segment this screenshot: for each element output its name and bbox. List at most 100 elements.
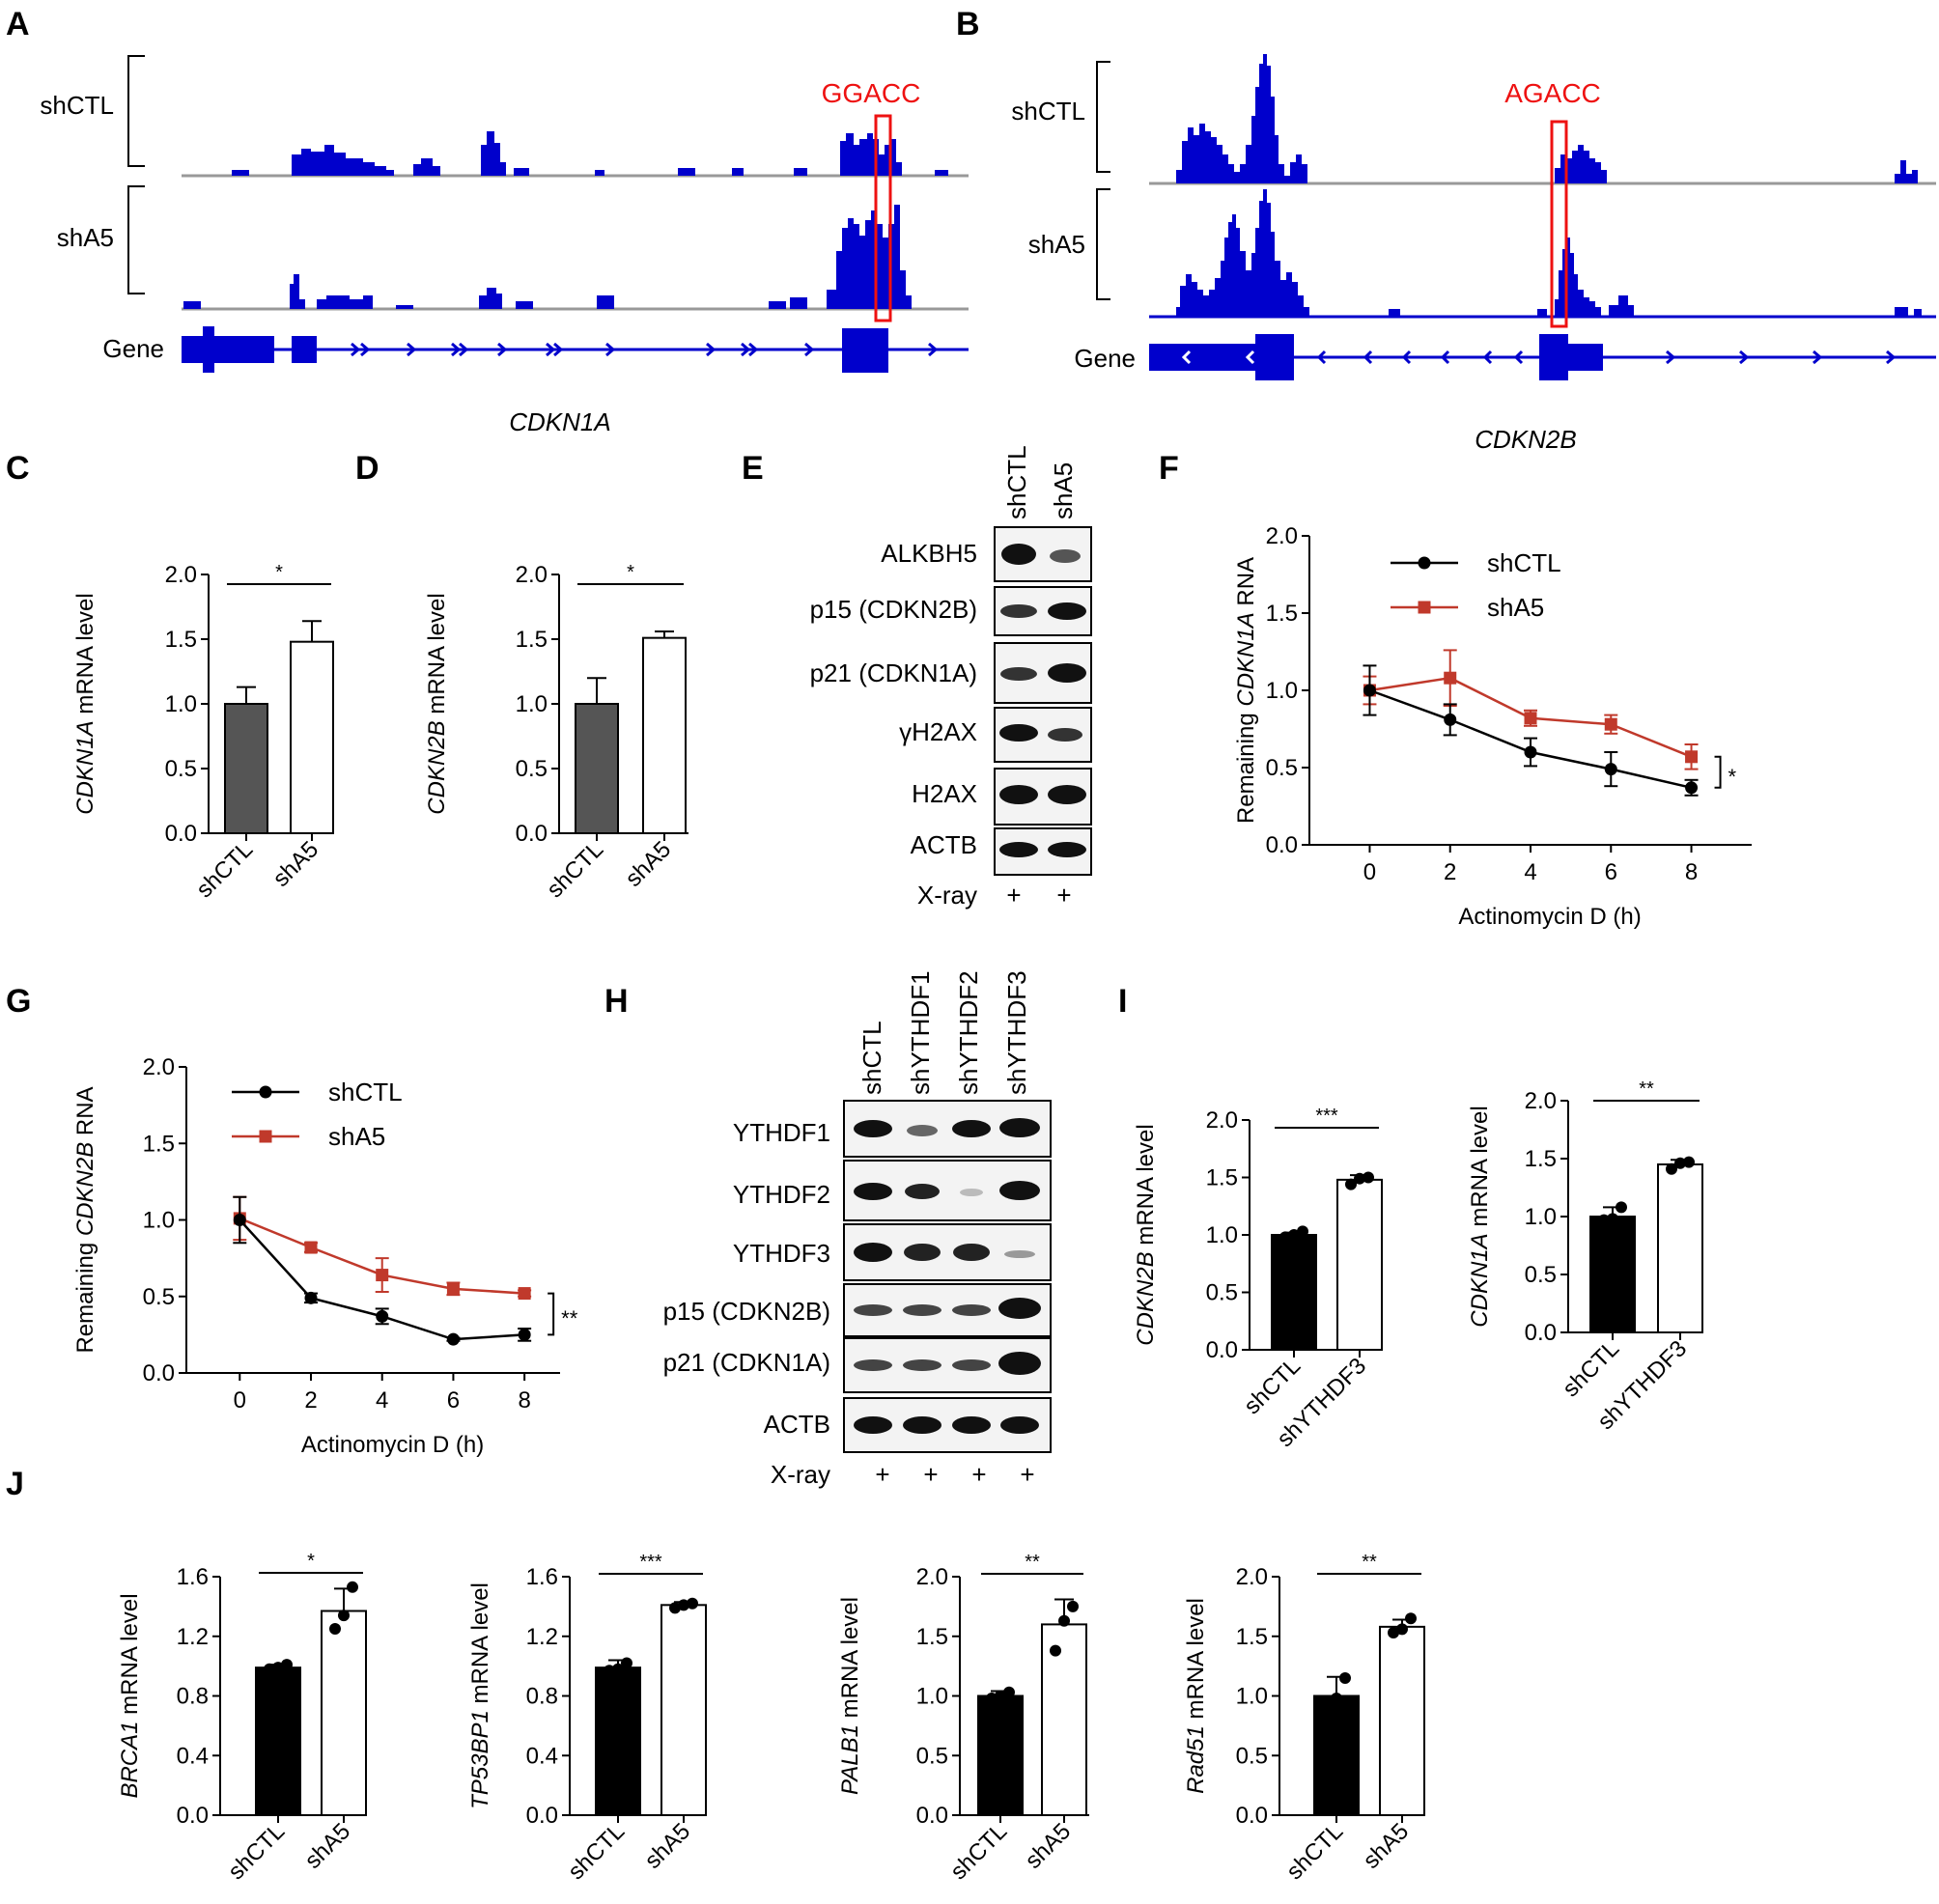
blot-e-band	[1048, 842, 1086, 857]
data-point	[376, 1269, 389, 1282]
blot-h-band	[854, 1120, 892, 1137]
blot-h-band	[854, 1304, 892, 1316]
data-point	[518, 1328, 531, 1341]
blot-e-band-group: ALKBH5	[881, 526, 1092, 582]
y-tick-label: 0.0	[526, 1803, 558, 1829]
blot-h-lane-label: shYTHDF1	[906, 970, 935, 1095]
exon-b-2	[1255, 334, 1294, 380]
blot-h-band-group: YTHDF3	[733, 1223, 1052, 1281]
exon-a-1	[182, 336, 274, 363]
bar	[1589, 1216, 1636, 1333]
blot-h-band-group: YTHDF1	[733, 1100, 1052, 1158]
coverage-sha5-b	[1176, 189, 1922, 317]
coverage-shctl-a	[232, 131, 948, 176]
data-point	[1598, 1214, 1610, 1226]
data-point	[446, 1282, 460, 1296]
bar-chart-c: 0.0 0.5 1.0 1.5 2.0 shCTL shA5 * CDKN1A mRNA lev…	[72, 562, 334, 903]
bar	[660, 1604, 707, 1817]
track-label-gene-a: Gene	[102, 334, 164, 363]
y-tick-label: 0.5	[516, 756, 548, 782]
blot-h-band	[952, 1359, 991, 1371]
data-point	[1405, 1612, 1417, 1625]
bracket-sha5-b	[1096, 188, 1110, 300]
y-tick-label: 0.0	[516, 821, 548, 847]
y-tick-label: 0.4	[526, 1743, 558, 1769]
blot-e-band-label: p21 (CDKN1A)	[810, 658, 977, 687]
significance-label: *	[307, 1551, 315, 1572]
legend-marker	[259, 1085, 272, 1099]
legend-label: shA5	[1487, 593, 1544, 622]
x-tick-label: shA5	[1358, 1818, 1414, 1874]
x-tick-label: 0	[234, 1387, 246, 1414]
y-tick-label: 2.0	[1525, 1088, 1557, 1114]
y-tick-label: 1.0	[516, 691, 548, 717]
blot-e-lane-label: shA5	[1049, 462, 1078, 519]
data-point	[1388, 1627, 1399, 1639]
legend-marker	[259, 1130, 272, 1143]
blot-h-band	[854, 1183, 892, 1200]
blot-h-treatment-mark: +	[875, 1460, 889, 1489]
blot-e-band	[999, 842, 1038, 857]
y-tick-label: 0.5	[1266, 755, 1298, 781]
x-tick-label: shCTL	[1281, 1818, 1348, 1885]
y-tick-label: 0.5	[1236, 1743, 1268, 1769]
y-tick-label: 0.0	[165, 821, 197, 847]
blot-h-treatment-mark: +	[923, 1460, 938, 1489]
y-tick-label: 0.5	[143, 1284, 175, 1310]
y-tick-label: 0.8	[177, 1684, 209, 1710]
blot-h-band	[903, 1416, 941, 1434]
blot-h-band	[952, 1304, 991, 1316]
x-tick-label: 2	[304, 1387, 317, 1414]
track-label-sha5-a: shA5	[57, 223, 114, 252]
y-tick-label: 0.0	[1525, 1320, 1557, 1346]
blot-e-band	[1050, 549, 1081, 563]
blot-h-band	[1000, 1416, 1039, 1434]
blot-h-lane-label: shYTHDF3	[1002, 970, 1031, 1095]
coverage-sha5-a	[183, 205, 912, 309]
exon-b-1	[1149, 344, 1255, 371]
data-point	[621, 1657, 632, 1669]
y-tick-label: 1.0	[916, 1684, 948, 1710]
blot-h-treatment-label: X-ray	[771, 1460, 830, 1489]
blot-h-band-group: ACTB	[764, 1397, 1052, 1453]
gene-model-b	[1149, 334, 1936, 380]
y-tick-label: 2.0	[916, 1564, 948, 1590]
blot-h-band-group: p15 (CDKN2B)	[663, 1283, 1052, 1337]
track-label-sha5-b: shA5	[1028, 230, 1085, 259]
y-tick-label: 2.0	[1236, 1564, 1268, 1590]
data-point	[272, 1662, 284, 1674]
data-point	[1444, 671, 1457, 685]
y-tick-label: 0.5	[1525, 1262, 1557, 1288]
data-point	[1363, 1171, 1374, 1184]
blot-e-band	[1000, 667, 1037, 681]
data-point	[1524, 745, 1537, 759]
data-point	[1058, 1614, 1070, 1627]
blot-h-band	[998, 1298, 1041, 1319]
y-tick-label: 1.5	[1206, 1165, 1238, 1191]
data-point	[1331, 1692, 1342, 1704]
data-point	[329, 1623, 341, 1636]
y-tick-label: 0.0	[1206, 1337, 1238, 1363]
bar-chart-d: 0.0 0.5 1.0 1.5 2.0 shCTL shA5 * CDKN2B mRNA lev…	[424, 562, 688, 903]
x-tick-label: 8	[1685, 859, 1698, 885]
x-tick-label: shCTL	[542, 836, 608, 903]
y-tick-label: 1.0	[1206, 1222, 1238, 1248]
blot-h-band-label: p21 (CDKN1A)	[663, 1348, 830, 1377]
panel-letters: A B C D E F G H I J	[6, 6, 1179, 1502]
y-axis-title: CDKN2B mRNA level	[1133, 1124, 1159, 1345]
track-label-gene-b: Gene	[1074, 344, 1136, 373]
y-tick-label: 2.0	[143, 1054, 175, 1080]
bar	[642, 636, 687, 834]
x-tick-label: shCTL	[563, 1818, 630, 1885]
significance-label: **	[1025, 1552, 1040, 1573]
significance-label: *	[275, 562, 283, 583]
panel-letter-h: H	[604, 983, 629, 1020]
blot-e-treatment-mark: +	[1056, 881, 1071, 910]
x-tick-label: shCTL	[1558, 1335, 1624, 1402]
significance-bracket	[548, 1292, 555, 1336]
blot-e-treatment-label: X-ray	[917, 881, 977, 910]
y-tick-label: 1.5	[1236, 1624, 1268, 1650]
blot-h-band-label: ACTB	[764, 1410, 830, 1439]
y-tick-label: 0.0	[916, 1803, 948, 1829]
